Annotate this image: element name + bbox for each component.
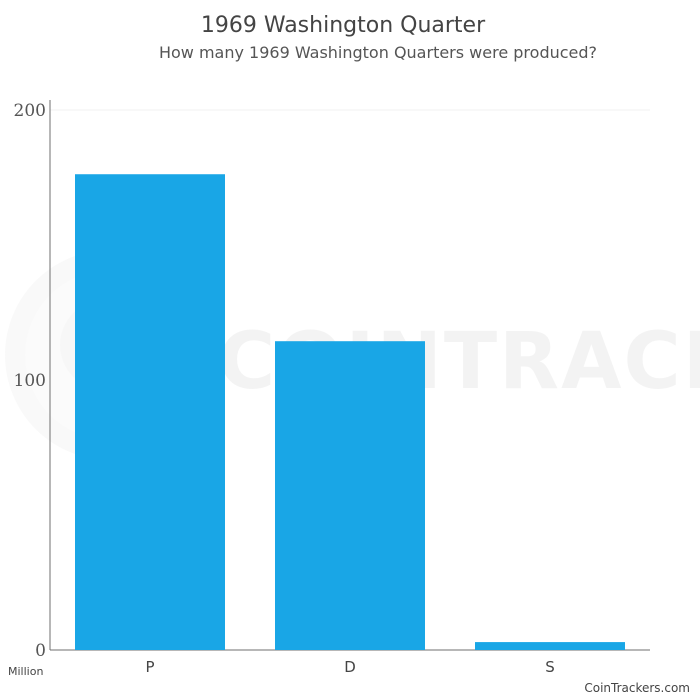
y-tick-label-200: 200 <box>14 101 46 121</box>
bar-p[interactable] <box>75 174 225 650</box>
bar-d[interactable] <box>275 341 425 650</box>
chart-subtitle: How many 1969 Washington Quarters were p… <box>159 43 597 62</box>
credit-link[interactable]: CoinTrackers.com <box>584 681 690 695</box>
y-tick-label-100: 100 <box>14 371 46 391</box>
x-tick-label-p: P <box>145 658 154 676</box>
chart-title: 1969 Washington Quarter <box>201 13 486 38</box>
x-tick-label-s: S <box>545 658 555 676</box>
y-unit-label: Million <box>8 665 43 678</box>
x-tick-label-d: D <box>344 658 356 676</box>
bars <box>75 174 625 650</box>
y-tick-label-0: 0 <box>35 641 46 661</box>
y-tick-labels: 0 100 200 <box>14 101 46 661</box>
bar-s[interactable] <box>475 642 625 650</box>
